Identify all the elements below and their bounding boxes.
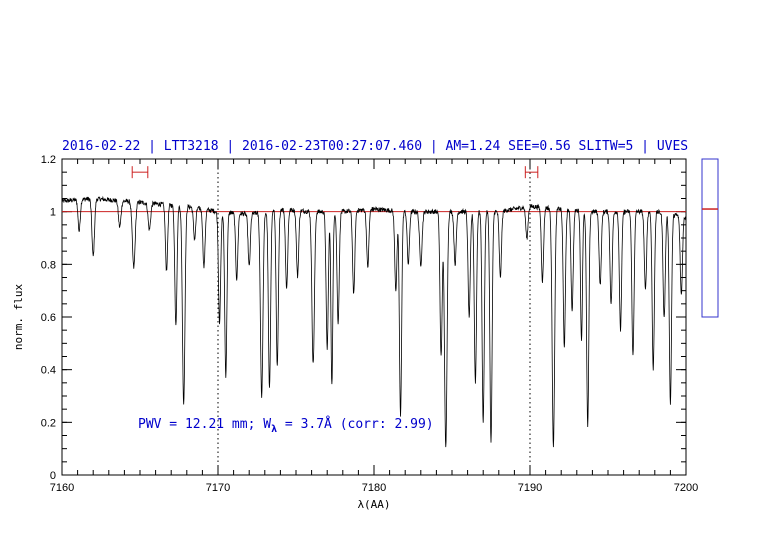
- pwv-annotation-subscript: λ: [271, 424, 277, 435]
- y-tick-label: 1.2: [41, 154, 56, 166]
- x-tick-label: 7160: [50, 482, 74, 494]
- header-title: 2016-02-22 | LTT3218 | 2016-02-23T00:27:…: [62, 139, 688, 154]
- y-axis-label: norm. flux: [12, 284, 25, 351]
- pwv-annotation: PWV = 12.21 mm; Wλ = 3.7Å (corr: 2.99): [138, 416, 434, 435]
- pwv-annotation-suffix: = 3.7Å (corr: 2.99): [277, 416, 434, 432]
- spectrum-layer: [61, 195, 687, 448]
- side-indicator-box: [701, 158, 719, 318]
- pwv-annotation-prefix: PWV = 12.21 mm; W: [138, 417, 271, 432]
- x-axis-label: λ(AA): [357, 498, 390, 511]
- x-tick-label: 7190: [518, 482, 542, 494]
- x-tick-label: 7180: [362, 482, 386, 494]
- y-tick-label: 0.2: [41, 417, 56, 429]
- x-tick-label: 7200: [674, 482, 698, 494]
- y-tick-label: 0.8: [41, 259, 56, 271]
- integration-ranges: [131, 166, 539, 179]
- y-tick-label: 1: [50, 207, 56, 219]
- spectrum-series: [61, 195, 687, 448]
- y-tick-label: 0: [50, 470, 56, 482]
- x-tick-label: 7170: [206, 482, 230, 494]
- vertical-markers: [217, 159, 531, 475]
- y-tick-label: 0.6: [41, 312, 56, 324]
- side-indicator: [701, 158, 719, 318]
- y-tick-label: 0.4: [41, 365, 56, 377]
- tick-labels: 7160 7170 7180 7190 7200 0 0.2 0.4 0.6 0.8 1 1.2: [41, 154, 699, 494]
- plot-area: [61, 158, 687, 476]
